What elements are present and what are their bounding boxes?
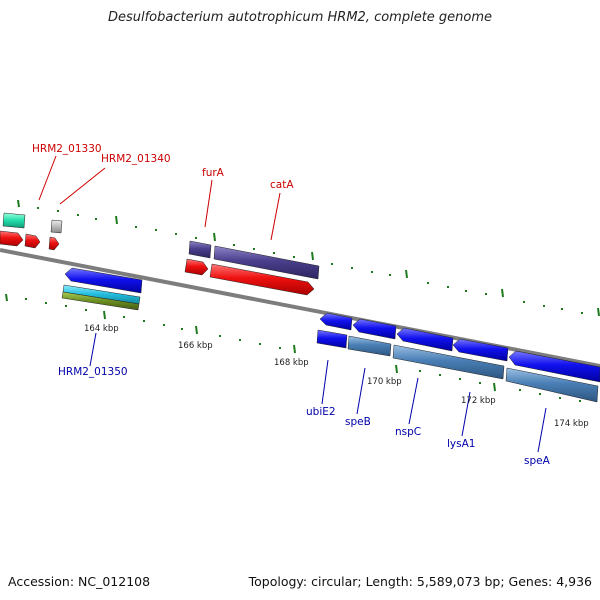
gene-feature-speB-cds[interactable] — [347, 335, 392, 357]
gene-feature-ubiE2-cds[interactable] — [316, 329, 348, 349]
gene-arrow-furA[interactable] — [184, 258, 209, 276]
gene-label-catA[interactable]: catA — [270, 179, 294, 191]
footer-stats: Topology: circular; Length: 5,589,073 bp… — [248, 574, 592, 589]
gene-label-HRM2_01330[interactable]: HRM2_01330 — [32, 143, 102, 155]
gene-label-lysA1[interactable]: lysA1 — [447, 438, 475, 450]
forward-features — [0, 212, 320, 296]
gene-label-furA[interactable]: furA — [202, 167, 225, 179]
footer-accession: Accession: NC_012108 — [8, 574, 151, 589]
scale-label-168kbp: 168 kbp — [274, 358, 309, 368]
gene-arrow-nspC[interactable] — [396, 327, 454, 352]
gene-label-HRM2_01350[interactable]: HRM2_01350 — [58, 366, 128, 378]
gene-arrow-ubiE2[interactable] — [319, 312, 353, 331]
gene-arrow-red-1[interactable] — [0, 230, 24, 247]
scale-label-170kbp: 170 kbp — [367, 377, 402, 387]
gene-label-nspC[interactable]: nspC — [395, 426, 421, 438]
gene-arrow-red-3[interactable] — [48, 236, 60, 251]
scale-label-164kbp: 164 kbp — [84, 324, 119, 334]
gene-label-speB[interactable]: speB — [345, 416, 371, 428]
gene-feature-furA-cds[interactable] — [188, 240, 212, 259]
gene-arrow-speA[interactable] — [508, 350, 600, 383]
tick-row-lower — [5, 293, 581, 402]
gene-feature-nspC-cds[interactable] — [392, 344, 505, 380]
reverse-leader-lines — [89, 332, 547, 453]
forward-leader-lines — [38, 155, 281, 241]
gene-arrow-catA[interactable] — [209, 263, 315, 296]
gene-arrow-speB[interactable] — [352, 318, 397, 340]
gene-label-speA[interactable]: speA — [524, 455, 551, 467]
gene-arrow-red-2[interactable] — [24, 233, 41, 249]
scale-label-174kbp: 174 kbp — [554, 419, 589, 429]
gene-label-ubiE2[interactable]: ubiE2 — [306, 406, 336, 418]
gene-arrow-HRM2_01350[interactable] — [64, 267, 143, 294]
gene-feature-HRM2_01350-olive[interactable] — [61, 291, 140, 311]
gene-arrow-lysA1[interactable] — [452, 338, 509, 362]
gene-label-HRM2_01340[interactable]: HRM2_01340 — [101, 153, 171, 165]
reverse-features — [61, 267, 600, 403]
scale-label-172kbp: 172 kbp — [461, 396, 496, 406]
gene-feature-grey[interactable] — [50, 219, 63, 234]
gene-feature-mint[interactable] — [2, 212, 26, 229]
gene-feature-catA-cds[interactable] — [213, 245, 320, 280]
scale-label-166kbp: 166 kbp — [178, 341, 213, 351]
tick-row-upper — [17, 199, 600, 317]
gene-feature-speA-cds[interactable] — [505, 367, 599, 403]
genome-title: Desulfobacterium autotrophicum HRM2, com… — [107, 10, 493, 25]
